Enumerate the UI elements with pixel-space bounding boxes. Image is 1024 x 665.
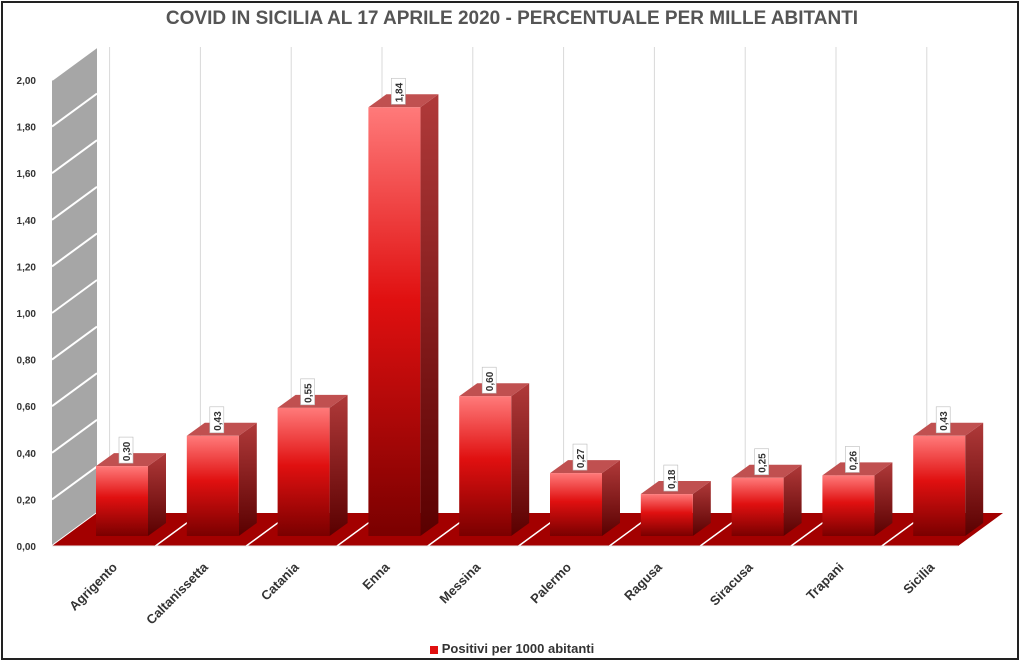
bar-front [277, 407, 330, 536]
bar-side [602, 460, 620, 536]
bar-side [148, 453, 166, 536]
data-label: 0,25 [754, 448, 769, 476]
x-tick-label: Sicilia [900, 559, 938, 597]
chart-title: COVID IN SICILIA AL 17 APRILE 2020 - PER… [165, 8, 859, 29]
bar-enna [368, 94, 439, 536]
y-tick-label: 2,00 [17, 76, 37, 87]
bar-front [913, 435, 966, 536]
y-tick-label: 0,20 [17, 495, 37, 506]
data-label-text: 0,60 [485, 371, 496, 391]
x-tick-label: Caltanissetta [143, 559, 211, 627]
wall-gridline [51, 465, 98, 501]
bar-side [692, 481, 711, 536]
data-label: 0,60 [481, 366, 497, 394]
data-label-box [391, 77, 406, 105]
wall-gridline [51, 372, 98, 408]
y-tick-label: 1,80 [17, 123, 37, 134]
bar-front [731, 477, 784, 536]
data-label-text: 0,26 [848, 451, 859, 471]
bar-side [238, 422, 257, 536]
bar-trapani [822, 462, 893, 536]
wall-gridline [51, 46, 98, 81]
wall-gridline [51, 279, 98, 314]
y-tick-label: 0,00 [17, 542, 37, 553]
legend: Positivi per 1000 abitanti [0, 641, 1024, 656]
wall-gridline [51, 325, 98, 361]
data-label: 0,55 [300, 378, 315, 406]
data-label-box [481, 366, 497, 394]
y-tick-label: 1,40 [17, 216, 37, 227]
bar-front [459, 396, 512, 536]
wall-gridline [51, 92, 98, 128]
x-tick-label: Trapani [803, 560, 846, 603]
wall-gridline [51, 232, 98, 268]
y-tick-label: 0,80 [17, 356, 37, 367]
data-label-text: 0,55 [304, 383, 315, 403]
data-label-text: 1,84 [394, 82, 405, 102]
y-tick-label: 1,00 [17, 309, 37, 320]
data-label-box [209, 406, 225, 434]
bar-side [329, 394, 348, 536]
data-label-text: 0,25 [758, 453, 769, 473]
data-label-box [935, 406, 951, 434]
bar-messina [459, 383, 530, 536]
bar-front [186, 435, 239, 536]
bar-side [511, 383, 530, 536]
x-tick-label: Agrigento [66, 559, 120, 613]
data-label-box [845, 446, 860, 473]
data-label: 0,30 [118, 436, 134, 464]
bar-front [96, 466, 148, 536]
data-label-text: 0,30 [122, 441, 133, 461]
data-label-box [118, 436, 134, 464]
data-label-text: 0,43 [939, 411, 950, 431]
y-tick-label: 0,40 [17, 449, 37, 460]
data-label: 0,43 [209, 406, 225, 434]
bar-caltanissetta [186, 422, 257, 536]
data-label-text: 0,43 [213, 411, 224, 431]
bar-catania [277, 394, 348, 536]
bar-front [368, 107, 421, 536]
bar-front [822, 475, 875, 536]
legend-swatch [429, 645, 438, 654]
data-label-text: 0,27 [576, 448, 587, 468]
bar-chart: 0,00 0,20 0,40 0,60 0,80 1,00 1,20 1,40 1,60 1,80… [17, 46, 1003, 627]
data-label-box [754, 448, 769, 476]
legend-label: Positivi per 1000 abitanti [441, 641, 595, 656]
x-tick-label: Enna [359, 559, 393, 593]
bar-side [783, 464, 802, 536]
x-tick-label: Ragusa [621, 559, 665, 603]
y-tick-label: 1,20 [17, 262, 37, 273]
x-tick-label: Palermo [527, 559, 574, 606]
wall-gridline [51, 418, 98, 454]
bar-sicilia [913, 422, 984, 536]
bar-side [965, 422, 984, 536]
bar-siracusa [731, 464, 802, 536]
bar-front [550, 473, 602, 536]
bar-front [640, 494, 693, 536]
y-tick-label: 0,60 [17, 402, 37, 413]
x-tick-label: Catania [258, 559, 302, 603]
bar-palermo [550, 460, 620, 536]
bar-side [874, 462, 893, 536]
data-label-text: 0,18 [667, 469, 678, 489]
x-tick-label: Siracusa [707, 559, 756, 608]
wall-gridline [51, 139, 98, 175]
data-label: 0,18 [663, 464, 679, 492]
data-label-box [300, 378, 315, 406]
y-tick-label: 1,60 [17, 169, 37, 180]
wall-gridline [51, 185, 98, 221]
x-tick-label: Messina [436, 559, 483, 606]
bar-agrigento [96, 453, 166, 536]
data-label: 0,26 [845, 446, 860, 473]
data-label-box [572, 443, 588, 471]
bar-side [420, 94, 439, 536]
data-label: 0,27 [572, 443, 588, 471]
data-label-box [663, 464, 679, 492]
data-label: 1,84 [391, 77, 406, 105]
data-label: 0,43 [935, 406, 951, 434]
